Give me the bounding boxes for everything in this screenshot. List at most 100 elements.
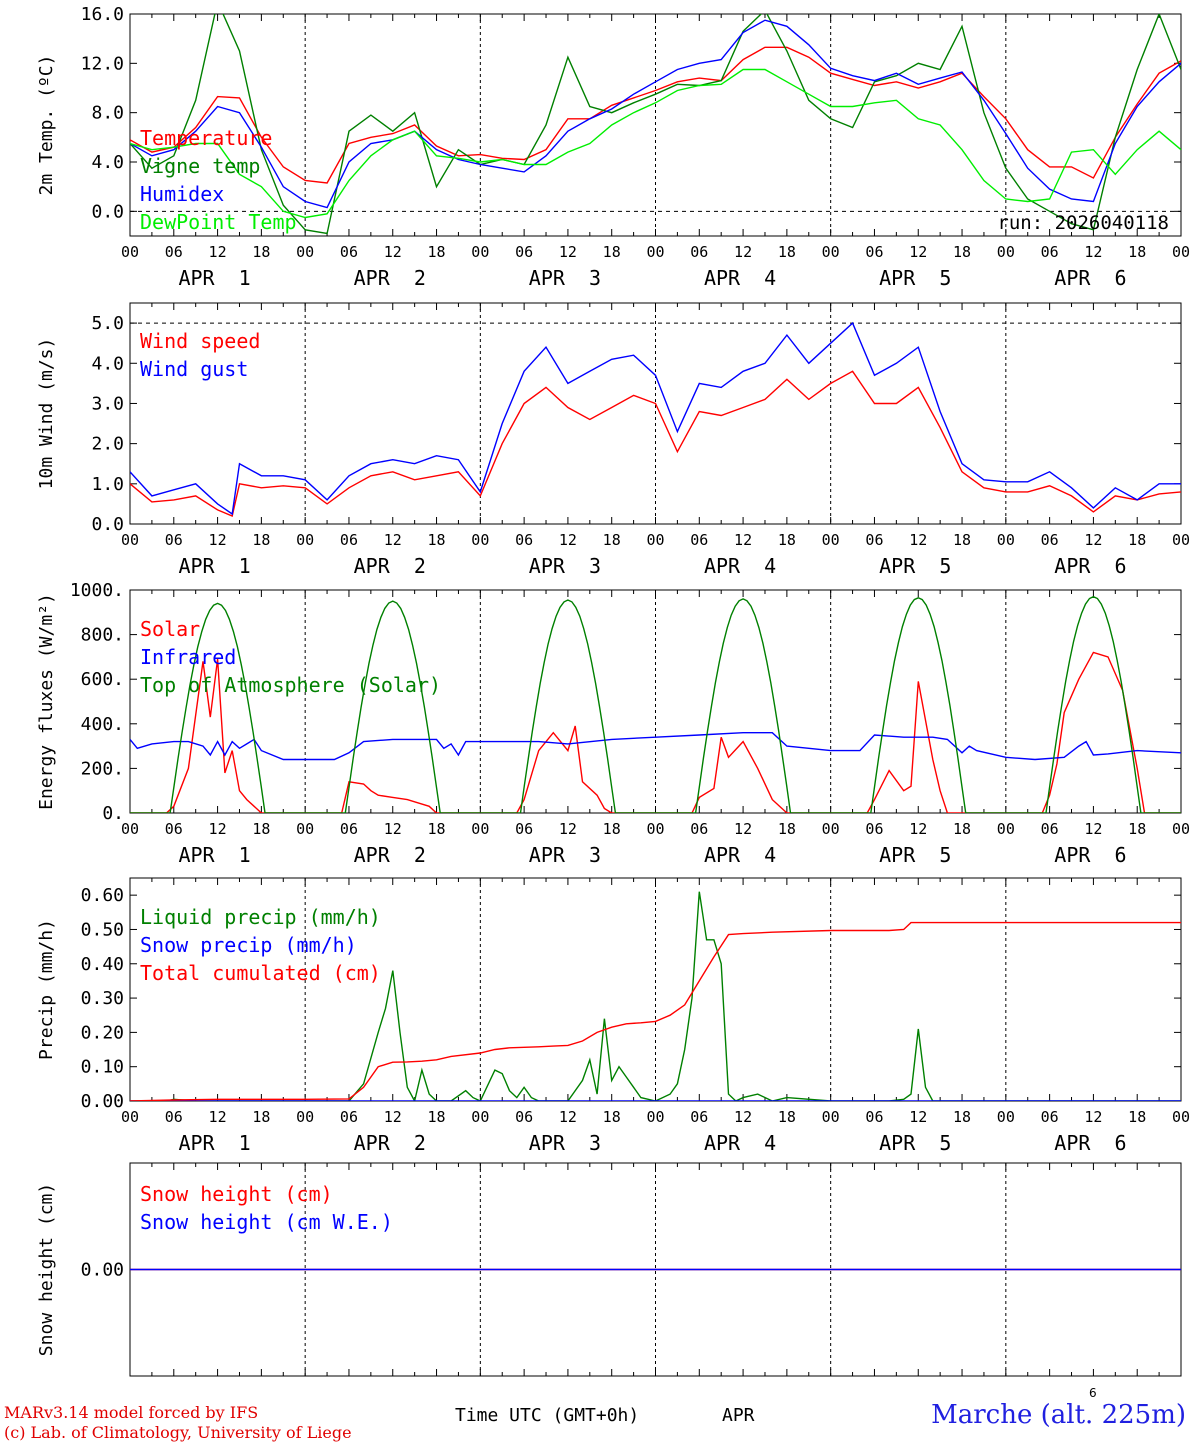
legend-entry: Wind speed <box>140 329 260 353</box>
y-tick-label: 0.0 <box>91 201 124 222</box>
series-line-temperature <box>130 46 1181 184</box>
hour-tick-label: 06 <box>865 1108 883 1126</box>
hour-tick-label: 00 <box>471 531 489 549</box>
y-tick-label: 16.0 <box>81 4 124 25</box>
y-tick-label: 0.60 <box>81 885 124 906</box>
hour-tick-label: 18 <box>778 531 796 549</box>
hour-tick-label: 18 <box>603 243 621 261</box>
hour-tick-label: 18 <box>252 243 270 261</box>
hour-tick-label: 18 <box>603 820 621 838</box>
series-line-vigne-temp <box>130 14 1181 235</box>
month-label: APR <box>722 1405 755 1426</box>
time-axis-label: Time UTC (GMT+0h) <box>455 1405 640 1426</box>
hour-tick-label: 18 <box>1128 531 1146 549</box>
day-label: APR 5 <box>879 554 951 578</box>
hour-tick-label: 18 <box>1128 243 1146 261</box>
hour-tick-label: 12 <box>559 820 577 838</box>
hour-tick-label: 06 <box>865 820 883 838</box>
hour-tick-label: 06 <box>690 820 708 838</box>
hour-tick-label: 06 <box>690 531 708 549</box>
day-label: APR 6 <box>1054 266 1126 290</box>
day-label: APR 5 <box>879 843 951 867</box>
y-axis-title: Snow height (cm) <box>36 1183 57 1356</box>
hour-tick-label: 12 <box>1084 820 1102 838</box>
day-label: APR 2 <box>354 1131 426 1155</box>
hour-tick-label: 12 <box>1084 243 1102 261</box>
hour-tick-label: 00 <box>121 1108 139 1126</box>
day-label: APR 1 <box>178 843 250 867</box>
y-tick-label: 2.0 <box>91 434 124 455</box>
y-tick-label: 8.0 <box>91 103 124 124</box>
day-label: APR 1 <box>178 266 250 290</box>
hour-tick-label: 00 <box>296 820 314 838</box>
y-tick-label: 0.00 <box>81 1091 124 1112</box>
y-tick-label: 3.0 <box>91 393 124 414</box>
hour-tick-label: 12 <box>559 531 577 549</box>
hour-tick-label: 06 <box>340 1108 358 1126</box>
hour-tick-label: 12 <box>734 531 752 549</box>
hour-tick-label: 06 <box>340 243 358 261</box>
legend-entry: Snow precip (mm/h) <box>140 933 357 957</box>
series-line-wind-speed <box>130 370 1181 517</box>
legend-entry: Snow height (cm) <box>140 1182 333 1206</box>
y-axis-title: 2m Temp. (ºC) <box>36 55 57 196</box>
hour-tick-label: 00 <box>997 243 1015 261</box>
day-label: APR 5 <box>879 266 951 290</box>
hour-tick-label: 00 <box>1172 820 1190 838</box>
legend-entry: Humidex <box>140 182 224 206</box>
hour-tick-label: 06 <box>165 820 183 838</box>
y-axis-title: 10m Wind (m/s) <box>36 338 57 490</box>
hour-tick-label: 06 <box>165 243 183 261</box>
chart-snow: 0.00 Snow height (cm) Snow height (cm) Snow… <box>36 1162 1182 1377</box>
y-tick-label: 0.10 <box>81 1057 124 1078</box>
hour-tick-label: 06 <box>865 531 883 549</box>
day-label: APR 3 <box>529 843 601 867</box>
series-line-total-cumulated-cm <box>130 921 1181 1101</box>
hour-tick-label: 12 <box>734 243 752 261</box>
chart-precip: 0.00 0.10 0.20 0.30 0.40 0.50 0.60 Precip (mm/h… <box>36 877 1190 1155</box>
chart-temp: 0.0 4.0 8.0 12.0 16.0 2m Temp. (ºC) 00 06 12 18 00… <box>36 4 1190 290</box>
hour-tick-label: 00 <box>822 243 840 261</box>
day-label: APR 2 <box>354 266 426 290</box>
credit-line-1: MARv3.14 model forced by IFS <box>4 1403 259 1422</box>
legend-entry: Wind gust <box>140 357 248 381</box>
hour-tick-label: 12 <box>1084 1108 1102 1126</box>
hour-tick-label: 12 <box>909 820 927 838</box>
legend-entry: Top of Atmosphere (Solar) <box>140 673 441 697</box>
y-tick-label: 200. <box>81 758 124 779</box>
hour-tick-label: 18 <box>778 820 796 838</box>
hour-tick-label: 18 <box>603 531 621 549</box>
legend-entry: Temperature <box>140 126 272 150</box>
hour-tick-label: 18 <box>953 1108 971 1126</box>
y-tick-label: 400. <box>81 714 124 735</box>
hour-tick-label: 00 <box>296 243 314 261</box>
day-label: APR 3 <box>529 266 601 290</box>
hour-tick-label: 18 <box>603 1108 621 1126</box>
legend-entry: Vigne temp <box>140 154 260 178</box>
hour-tick-label: 12 <box>209 820 227 838</box>
hour-tick-label: 00 <box>471 820 489 838</box>
y-tick-label: 0.20 <box>81 1022 124 1043</box>
hour-tick-label: 06 <box>1041 243 1059 261</box>
plot-frame <box>129 589 1182 814</box>
day-label: APR 6 <box>1054 843 1126 867</box>
hour-tick-label: 12 <box>734 820 752 838</box>
day-label: APR 1 <box>178 1131 250 1155</box>
hour-tick-label: 12 <box>909 1108 927 1126</box>
hour-tick-label: 12 <box>209 1108 227 1126</box>
y-tick-label: 0. <box>102 803 124 824</box>
y-tick-label: 0.0 <box>91 514 124 535</box>
hour-tick-label: 18 <box>428 820 446 838</box>
series-line-infrared <box>130 732 1181 761</box>
hour-tick-label: 06 <box>690 243 708 261</box>
y-tick-label: 0.50 <box>81 919 124 940</box>
hour-tick-label: 06 <box>515 820 533 838</box>
hour-tick-label: 00 <box>471 243 489 261</box>
chart-wind: 0.0 1.0 2.0 3.0 4.0 5.0 10m Wind (m/s) 00 06 12 18… <box>36 302 1190 578</box>
hour-tick-label: 12 <box>559 243 577 261</box>
hour-tick-label: 00 <box>997 1108 1015 1126</box>
y-tick-label: 1.0 <box>91 474 124 495</box>
hour-tick-label: 18 <box>252 1108 270 1126</box>
y-tick-label: 0.00 <box>81 1260 124 1281</box>
y-tick-label: 4.0 <box>91 353 124 374</box>
